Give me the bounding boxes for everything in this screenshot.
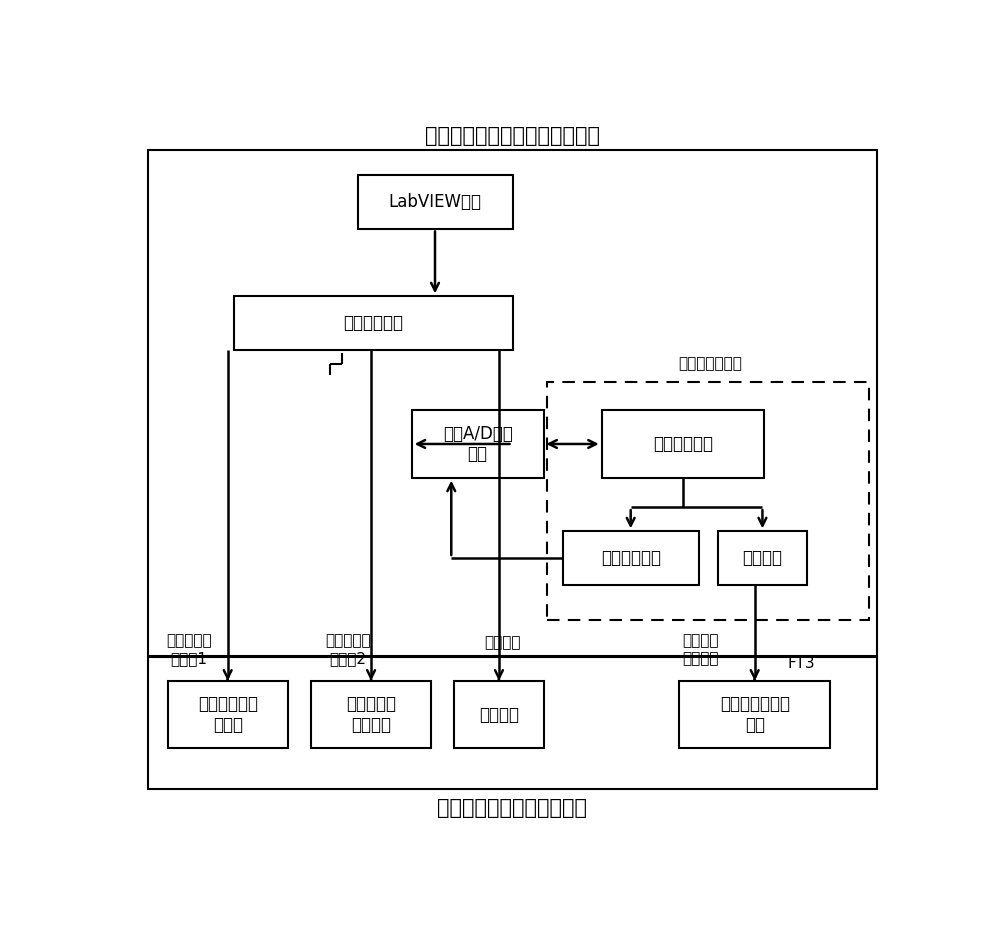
Bar bbox=[148, 150, 877, 656]
Bar bbox=[358, 175, 512, 228]
Bar bbox=[602, 410, 764, 478]
Text: 被测直流互感器暂态校验仪: 被测直流互感器暂态校验仪 bbox=[438, 797, 588, 818]
Text: 采集控制单元: 采集控制单元 bbox=[653, 435, 713, 453]
Text: 标准数字
暂态波形: 标准数字 暂态波形 bbox=[682, 634, 719, 666]
Bar bbox=[454, 681, 544, 748]
Bar bbox=[311, 681, 431, 748]
Bar bbox=[547, 382, 869, 621]
Text: 直流互感器暂态校验仪校验装置: 直流互感器暂态校验仪校验装置 bbox=[425, 126, 600, 146]
Text: 标准模拟暂
态波形1: 标准模拟暂 态波形1 bbox=[166, 634, 212, 666]
Text: FT3: FT3 bbox=[787, 656, 815, 672]
Text: 信号发生装置: 信号发生装置 bbox=[343, 314, 403, 332]
Text: 被测模拟量
输入端口: 被测模拟量 输入端口 bbox=[346, 696, 396, 734]
Bar bbox=[168, 681, 288, 748]
Bar bbox=[679, 681, 830, 748]
Bar bbox=[563, 531, 698, 585]
Bar bbox=[412, 410, 544, 478]
Bar bbox=[718, 531, 807, 585]
Text: LabVIEW平台: LabVIEW平台 bbox=[388, 192, 482, 211]
Text: 标准模拟暂
态波形2: 标准模拟暂 态波形2 bbox=[325, 634, 371, 666]
Text: 高速A/D采样
模块: 高速A/D采样 模块 bbox=[443, 425, 513, 463]
Text: 时钟同步单元: 时钟同步单元 bbox=[601, 549, 661, 567]
Text: 同步信号: 同步信号 bbox=[485, 635, 521, 650]
Text: 标准数字源单元: 标准数字源单元 bbox=[678, 356, 742, 371]
Text: 标准模拟量输
入端口: 标准模拟量输 入端口 bbox=[198, 696, 258, 734]
Bar bbox=[234, 296, 512, 350]
Text: 被测数字量输入
端口: 被测数字量输入 端口 bbox=[720, 696, 790, 734]
Bar bbox=[148, 658, 877, 789]
Text: 同步端口: 同步端口 bbox=[479, 706, 519, 723]
Text: 编码单元: 编码单元 bbox=[742, 549, 782, 567]
